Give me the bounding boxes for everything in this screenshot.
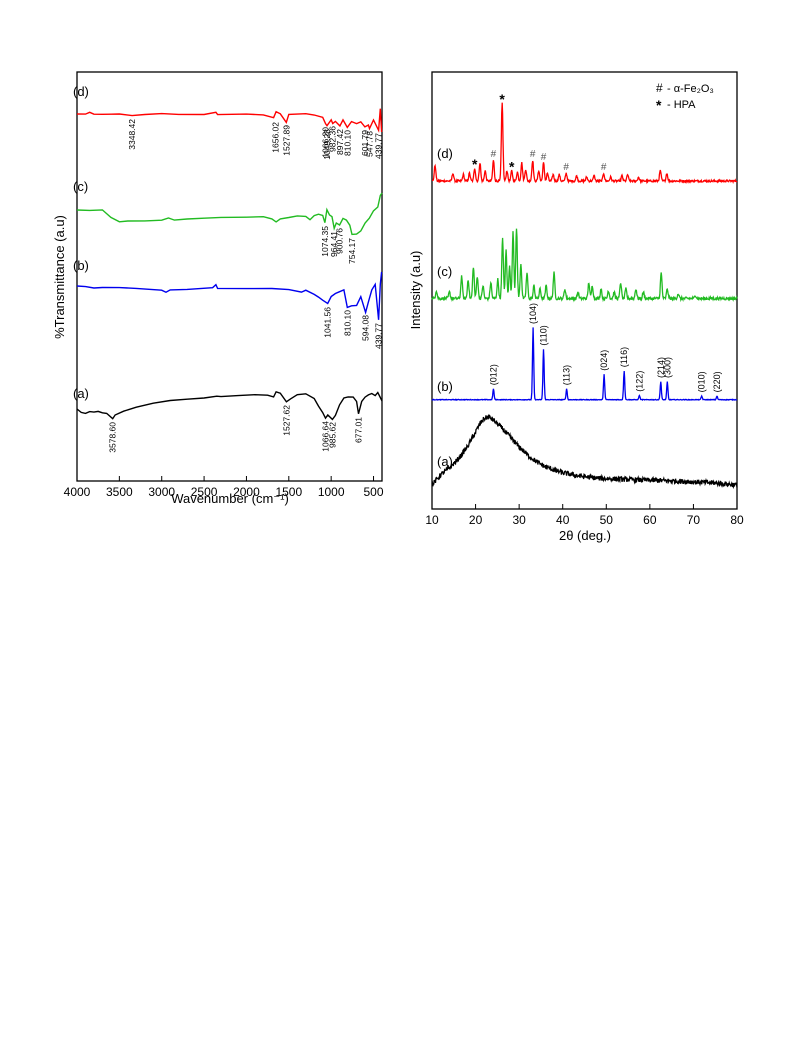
ftir-line-d bbox=[76, 108, 383, 133]
xrd-hkl-label: (122) bbox=[634, 371, 644, 392]
ftir-x-tick-label: 1500 bbox=[275, 485, 302, 499]
xrd-x-axis-label: 2θ (deg.) bbox=[559, 528, 611, 543]
xrd-panel: (d) * # * * # # # # (c) (b) (012) (104)(110) (113) (02… bbox=[408, 71, 744, 543]
xrd-hpa-marker: * bbox=[499, 91, 505, 107]
ftir-line-c bbox=[76, 192, 383, 236]
xrd-series-label-d: (d) bbox=[437, 146, 453, 161]
xrd-hkl-label: (214) bbox=[656, 357, 666, 378]
xrd-x-tick-label: 30 bbox=[512, 513, 526, 527]
xrd-hkl-label: (116) bbox=[619, 347, 629, 367]
ftir-y-axis-label: %Transmittance (a.u) bbox=[52, 215, 67, 339]
ftir-peak-label: 1656.02 bbox=[271, 122, 281, 153]
xrd-line-d bbox=[432, 102, 738, 185]
xrd-hkl-label: (110) bbox=[539, 325, 549, 345]
xrd-hkl-label: (010) bbox=[697, 371, 707, 392]
ftir-line-b bbox=[76, 271, 383, 320]
ftir-peak-label: 547.78 bbox=[365, 131, 375, 157]
ftir-peak-label: 1527.62 bbox=[282, 405, 292, 436]
xrd-fe2o3-marker: # bbox=[530, 149, 536, 160]
xrd-x-ticks: 10 20 30 40 50 60 70 80 bbox=[425, 504, 744, 527]
xrd-series-label-c: (c) bbox=[437, 264, 452, 279]
legend-fe2o3-label: - α-Fe₂O₃ bbox=[667, 83, 714, 95]
xrd-x-tick-label: 60 bbox=[643, 513, 657, 527]
ftir-series-label-c: (c) bbox=[73, 179, 88, 194]
ftir-peak-label: 897.42 bbox=[335, 129, 345, 155]
legend-hash-symbol: # bbox=[656, 81, 663, 95]
xrd-hkl-label: (300) bbox=[662, 357, 672, 378]
ftir-peak-label: 1041.56 bbox=[323, 307, 333, 338]
ftir-series-label-b: (b) bbox=[73, 258, 89, 273]
xrd-x-tick-label: 40 bbox=[556, 513, 570, 527]
xrd-y-axis-label: Intensity (a.u) bbox=[408, 251, 423, 330]
xrd-fe2o3-marker: # bbox=[601, 162, 607, 173]
legend-hpa-label: - HPA bbox=[667, 99, 696, 111]
ftir-x-axis-label: Wavenumber (cm⁻¹) bbox=[171, 491, 289, 506]
xrd-hpa-marker: * bbox=[509, 159, 515, 175]
ftir-x-ticks: 4000 3500 3000 2500 2000 1500 1000 500 bbox=[64, 476, 384, 499]
ftir-peak-label: 985.62 bbox=[327, 422, 337, 448]
xrd-x-tick-label: 80 bbox=[730, 513, 744, 527]
xrd-hkl-label: (113) bbox=[562, 365, 572, 385]
ftir-peak-label: 439.77 bbox=[374, 323, 384, 349]
legend-star-symbol: * bbox=[656, 97, 662, 113]
xrd-hkl-label: (012) bbox=[488, 364, 498, 385]
ftir-series-label-d: (d) bbox=[73, 84, 89, 99]
xrd-line-a bbox=[431, 413, 738, 490]
ftir-peak-label: 3578.60 bbox=[108, 422, 118, 453]
xrd-series-group: (d) * # * * # # # # (c) (b) (012) (104)(110) (113) (02… bbox=[431, 91, 738, 490]
xrd-hpa-marker: * bbox=[472, 156, 478, 172]
ftir-peak-label: 754.17 bbox=[347, 238, 357, 264]
ftir-peak-label: 982.36 bbox=[328, 126, 338, 152]
xrd-hkl-label: (024) bbox=[599, 350, 609, 371]
ftir-x-tick-label: 3000 bbox=[148, 485, 175, 499]
ftir-peak-label: 3348.42 bbox=[127, 119, 137, 150]
ftir-x-tick-label: 500 bbox=[364, 485, 384, 499]
xrd-plot-frame bbox=[431, 71, 738, 510]
ftir-peak-label: 1049.28 bbox=[322, 129, 332, 160]
ftir-peak-label: 1066.20 bbox=[321, 127, 331, 158]
ftir-peak-label: 677.01 bbox=[354, 417, 364, 443]
ftir-panel: (d)3348.42 1656.02 1527.89 1066.201049.2898… bbox=[52, 71, 384, 506]
ftir-plot-frame bbox=[76, 71, 383, 482]
xrd-hkl-label: (220) bbox=[712, 371, 722, 392]
xrd-legend: # - α-Fe₂O₃ * - HPA bbox=[656, 81, 714, 113]
ftir-line-a bbox=[76, 390, 383, 421]
xrd-series-label-b: (b) bbox=[437, 379, 453, 394]
ftir-peak-label: 900.76 bbox=[335, 228, 345, 254]
xrd-fe2o3-marker: # bbox=[541, 152, 547, 163]
xrd-x-tick-label: 70 bbox=[687, 513, 701, 527]
xrd-line-b bbox=[431, 327, 738, 402]
ftir-peak-label: 1527.89 bbox=[281, 125, 291, 156]
ftir-peak-label: 964.41 bbox=[329, 231, 339, 257]
xrd-fe2o3-marker: # bbox=[491, 149, 497, 160]
ftir-x-tick-label: 2000 bbox=[233, 485, 260, 499]
ftir-peak-label: 1066.64 bbox=[321, 421, 331, 452]
xrd-line-c bbox=[431, 228, 738, 303]
ftir-peak-label: 594.08 bbox=[361, 315, 371, 341]
xrd-x-tick-label: 10 bbox=[425, 513, 439, 527]
xrd-hkl-label: (104) bbox=[528, 303, 538, 324]
ftir-peak-label: 439.77 bbox=[374, 133, 384, 159]
ftir-peak-label: 810.10 bbox=[342, 310, 352, 336]
xrd-series-label-a: (a) bbox=[437, 454, 453, 469]
ftir-x-tick-label: 2500 bbox=[191, 485, 218, 499]
xrd-x-tick-label: 20 bbox=[469, 513, 483, 527]
ftir-peak-label: 810.10 bbox=[342, 130, 352, 156]
ftir-x-tick-label: 4000 bbox=[64, 485, 91, 499]
ftir-peak-label: 1074.35 bbox=[320, 226, 330, 257]
xrd-fe2o3-marker: # bbox=[563, 162, 569, 173]
ftir-x-tick-label: 1000 bbox=[318, 485, 345, 499]
ftir-peak-label: 601.79 bbox=[360, 130, 370, 156]
ftir-series-label-a: (a) bbox=[73, 386, 89, 401]
xrd-x-tick-label: 50 bbox=[600, 513, 614, 527]
ftir-x-tick-label: 3500 bbox=[106, 485, 133, 499]
ftir-series-group: (d)3348.42 1656.02 1527.89 1066.201049.2898… bbox=[73, 84, 384, 453]
